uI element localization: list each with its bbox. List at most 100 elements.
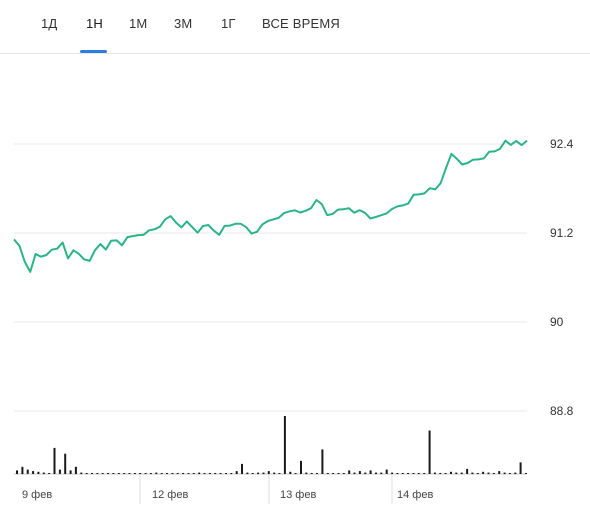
volume-bar: [155, 472, 158, 475]
volume-bar: [96, 473, 99, 474]
volume-bar: [380, 472, 383, 475]
volume-bar: [364, 472, 367, 475]
volume-bar: [332, 473, 335, 474]
tab-3m[interactable]: 3М: [174, 16, 193, 31]
volume-bar: [326, 473, 329, 474]
volume-bar: [375, 472, 377, 475]
volume-bar: [471, 472, 474, 475]
volume-bar: [117, 473, 120, 474]
volume-bars: [16, 416, 527, 475]
tab-1m[interactable]: 1М: [129, 16, 148, 31]
volume-bar: [487, 472, 490, 475]
volume-bar: [305, 472, 308, 475]
y-tick-label: 91.2: [550, 226, 574, 240]
volume-bar: [48, 473, 51, 474]
volume-bar: [123, 473, 126, 474]
volume-bar: [91, 473, 93, 474]
x-tick-label: 13 фев: [280, 489, 316, 501]
volume-bar: [428, 430, 431, 474]
volume-bar: [476, 473, 479, 474]
volume-bar: [433, 472, 436, 475]
volume-bar: [176, 473, 179, 474]
y-tick-label: 92.4: [550, 137, 574, 151]
tab-1d[interactable]: 1Д: [41, 16, 58, 31]
y-tick-label: 88.8: [550, 404, 574, 418]
volume-bar: [26, 469, 29, 474]
y-tick-label: 90: [550, 315, 564, 329]
volume-bar: [37, 471, 40, 474]
volume-bar: [133, 473, 136, 474]
volume-bar: [525, 473, 527, 474]
volume-bar: [160, 473, 163, 474]
volume-bar: [225, 473, 227, 474]
volume-bar: [396, 473, 399, 474]
volume-bar: [439, 473, 442, 474]
volume-bar: [192, 473, 195, 474]
volume-bar: [198, 472, 201, 475]
volume-bar: [498, 471, 501, 474]
volume-bar: [482, 471, 485, 474]
volume-bar: [74, 466, 77, 475]
volume-bar: [149, 473, 152, 474]
volume-bar: [58, 469, 61, 474]
volume-bar: [219, 473, 222, 474]
period-tabs: 1Д 1Н 1М 3М 1Г ВСЕ ВРЕМЯ: [0, 0, 590, 54]
volume-bar: [316, 473, 318, 474]
volume-bar: [42, 472, 45, 475]
volume-bar: [385, 469, 388, 474]
volume-bar: [283, 416, 286, 474]
price-line: [13, 139, 528, 273]
volume-bar: [348, 470, 351, 474]
volume-bar: [187, 473, 190, 474]
volume-bar: [16, 470, 18, 474]
volume-bar: [514, 472, 517, 475]
volume-bar: [251, 473, 254, 474]
volume-bar: [21, 466, 24, 475]
volume-bar: [342, 473, 345, 474]
price-line-layer: [13, 139, 528, 273]
tab-1y[interactable]: 1Г: [221, 16, 236, 31]
volume-bar: [460, 472, 463, 475]
volume-bar: [241, 463, 243, 474]
volume-bar: [80, 472, 83, 475]
volume-bar: [214, 473, 217, 474]
volume-bar: [112, 473, 115, 474]
volume-bar: [64, 453, 67, 474]
volume-bar: [321, 449, 324, 474]
volume-bar: [171, 473, 174, 474]
volume-bar: [69, 470, 72, 474]
tab-1w[interactable]: 1Н: [86, 16, 104, 31]
volume-bar: [310, 473, 313, 474]
volume-bar: [455, 472, 458, 475]
volume-bar: [289, 471, 292, 474]
y-axis-labels: 92.4 91.2 90 88.8: [550, 137, 574, 418]
volume-bar: [278, 473, 281, 474]
grid-lines: [14, 143, 527, 475]
volume-bar: [139, 473, 142, 474]
volume-bar: [300, 460, 302, 474]
volume-bar: [230, 473, 233, 474]
volume-bar: [257, 472, 260, 475]
volume-bar: [407, 473, 410, 474]
volume-bar: [32, 471, 35, 474]
volume-bar: [246, 472, 249, 475]
volume-bar: [519, 462, 522, 474]
x-tick-label: 9 фев: [22, 489, 52, 501]
volume-bar: [369, 470, 372, 474]
volume-bar: [267, 471, 270, 474]
volume-bar: [208, 473, 211, 474]
volume-bar: [391, 472, 394, 475]
x-axis-labels: 9 фев 12 фев 13 фев 14 фев: [22, 474, 433, 504]
volume-bar: [444, 473, 447, 474]
volume-bar: [294, 473, 297, 474]
volume-bar: [358, 471, 361, 474]
volume-bar: [166, 473, 168, 474]
price-chart[interactable]: 92.4 91.2 90 88.8 9 фев 12 фев 13 фев 14 фев: [0, 54, 590, 515]
volume-bar: [417, 473, 420, 474]
tab-all-time[interactable]: ВСЕ ВРЕМЯ: [262, 16, 340, 31]
volume-bar: [466, 468, 469, 474]
volume-bar: [101, 473, 104, 474]
volume-bar: [107, 473, 110, 474]
x-tick-label: 14 фев: [397, 489, 433, 501]
active-tab-indicator: [80, 50, 107, 53]
